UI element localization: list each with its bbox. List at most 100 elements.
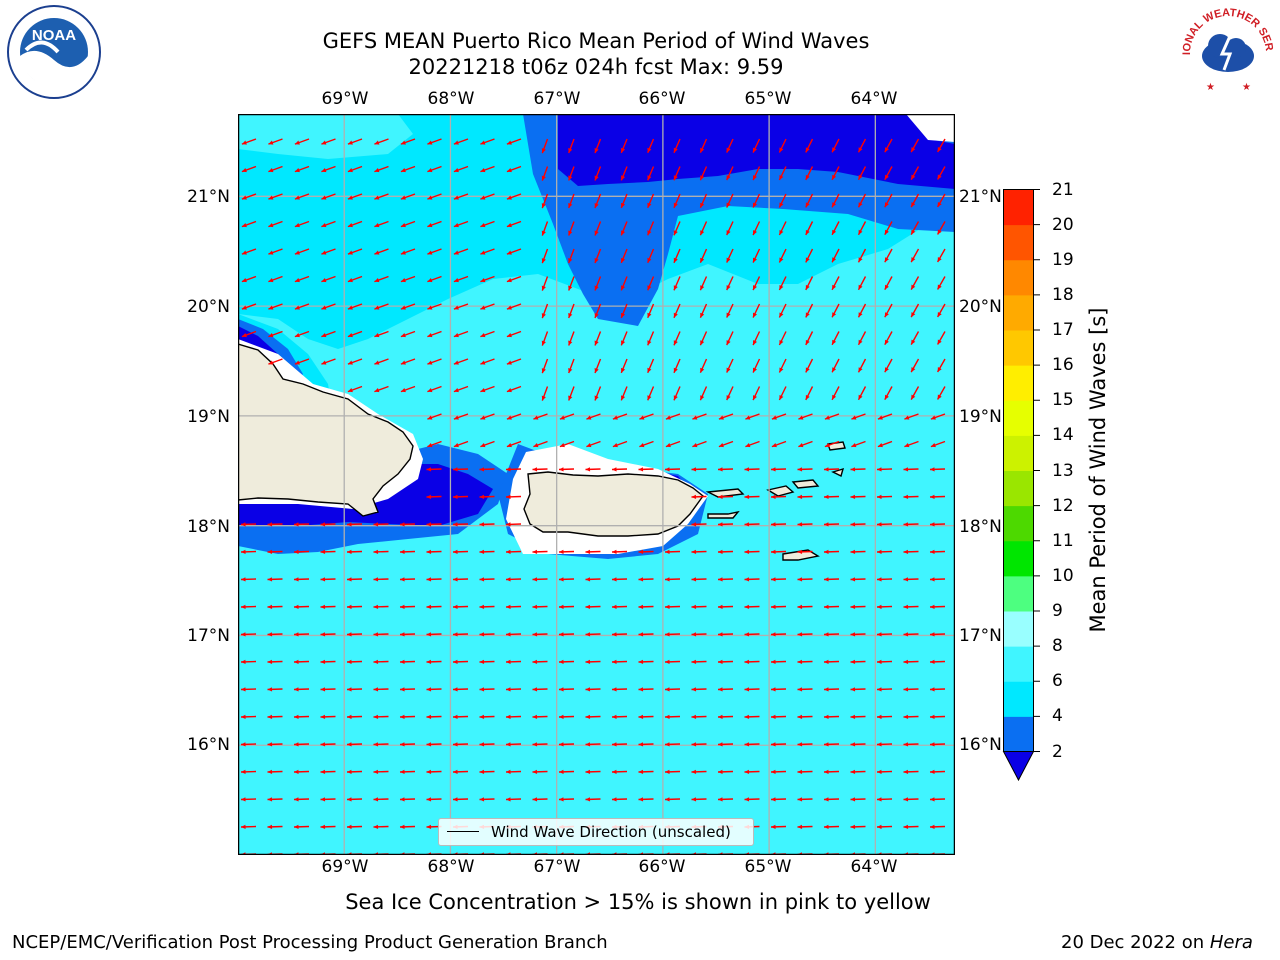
wave-arrow-head — [453, 305, 459, 310]
wave-arrow-head — [930, 742, 935, 747]
wave-arrow-head — [426, 714, 432, 719]
wave-arrow-head — [559, 687, 564, 692]
wave-arrow-head — [805, 229, 810, 235]
wave-arrow-head — [594, 175, 599, 181]
wave-arrow-head — [744, 577, 750, 582]
wave-arrow-head — [541, 258, 546, 264]
wave-arrow-head — [453, 604, 458, 609]
wave-arrow-head — [453, 140, 459, 145]
wave-arrow-head — [771, 687, 776, 692]
wave-arrow-head — [400, 797, 405, 802]
colorbar-block — [1003, 540, 1034, 577]
wave-arrow-head — [320, 522, 326, 527]
wave-arrow-head — [427, 415, 433, 420]
wave-arrow-head — [930, 632, 935, 637]
wave-arrow-head — [638, 604, 644, 609]
wave-arrow-head — [568, 230, 573, 236]
colorbar-block — [1003, 294, 1034, 331]
wave-arrow-head — [427, 223, 433, 228]
wave-arrow-head — [541, 368, 546, 374]
wave-arrow-head — [559, 577, 564, 582]
wave-arrow-head — [541, 230, 546, 236]
wave-arrow-head — [294, 604, 299, 609]
wave-arrow-head — [532, 604, 538, 609]
wave-arrow-head — [426, 687, 432, 692]
wave-arrow-head — [647, 230, 652, 236]
wave-arrow-head — [427, 388, 433, 393]
wave-arrow-head — [877, 714, 882, 719]
wave-arrow-head — [374, 360, 380, 365]
wave-arrow-head — [541, 395, 546, 401]
wave-arrow-head — [585, 577, 591, 582]
wave-arrow-head — [691, 632, 697, 637]
wave-arrow-head — [506, 250, 512, 255]
wave-arrow-head — [594, 258, 599, 263]
wave-arrow-head — [294, 824, 299, 829]
wave-arrow-head — [559, 797, 564, 802]
wave-arrow-head — [700, 257, 705, 263]
wave-arrow-head — [673, 257, 678, 263]
wave-arrow-head — [320, 604, 326, 609]
wave-arrow-head — [241, 333, 247, 338]
wave-arrow-head — [374, 388, 380, 393]
wave-arrow-head — [851, 443, 857, 448]
wave-arrow-head — [241, 278, 247, 283]
wave-arrow-head — [744, 687, 750, 692]
wave-arrow-head — [771, 443, 777, 448]
wave-arrow-head — [427, 140, 433, 145]
wave-arrow-head — [373, 824, 379, 829]
wave-arrow-head — [665, 797, 670, 802]
wave-arrow-head — [373, 769, 379, 774]
wave-arrow-head — [691, 522, 697, 527]
wave-arrow-head — [241, 687, 246, 692]
colorbar-tick-label: 14 — [1052, 425, 1074, 446]
wave-arrow-head — [559, 632, 564, 637]
wave-arrow-head — [426, 522, 432, 527]
wave-arrow-head — [320, 659, 326, 664]
wave-arrow-head — [585, 714, 591, 719]
wave-arrow-head — [559, 769, 564, 774]
wave-arrow-head — [294, 769, 299, 774]
wave-arrow-head — [884, 394, 889, 400]
wave-arrow-head — [427, 278, 433, 283]
wave-arrow-head — [884, 229, 889, 235]
colorbar-block — [1003, 716, 1034, 752]
wave-arrow-head — [903, 714, 909, 719]
wave-arrow-head — [673, 175, 678, 181]
wave-arrow-head — [541, 175, 546, 181]
wave-arrow-head — [294, 797, 299, 802]
wave-arrow-head — [726, 202, 731, 208]
wave-arrow-head — [480, 333, 486, 338]
wave-arrow-head — [347, 360, 353, 365]
lon-bottom-tick: 68°W — [427, 857, 475, 877]
wave-arrow-head — [532, 742, 538, 747]
wave-arrow-head — [911, 202, 916, 208]
wave-arrow-head — [638, 769, 644, 774]
wave-arrow-head — [700, 147, 705, 153]
wave-arrow-head — [347, 522, 352, 527]
wave-arrow-head — [797, 549, 803, 554]
wave-arrow-head — [480, 388, 486, 393]
wave-arrow-head — [753, 340, 757, 346]
colorbar-block — [1003, 611, 1034, 647]
wave-arrow-head — [400, 360, 406, 365]
wave-arrow-head — [771, 549, 776, 554]
colorbar-block — [1003, 400, 1034, 436]
wave-arrow-head — [797, 687, 803, 692]
wave-arrow-head — [586, 415, 592, 420]
wave-arrow-head — [541, 203, 546, 209]
wave-arrow-head — [805, 339, 810, 345]
wave-arrow-head — [453, 168, 459, 173]
wave-arrow-head — [594, 203, 599, 208]
wave-arrow-head — [691, 549, 697, 554]
wave-arrow-head — [824, 797, 829, 802]
wave-arrow-head — [532, 549, 538, 554]
wave-arrow-head — [267, 604, 273, 609]
wave-arrow-head — [268, 250, 274, 255]
lon-top-tick: 65°W — [744, 89, 792, 109]
wave-arrow-head — [479, 632, 485, 637]
wave-arrow-head — [797, 604, 803, 609]
wave-arrow-head — [347, 604, 352, 609]
wave-arrow-head — [665, 577, 670, 582]
wave-arrow-head — [858, 229, 863, 235]
